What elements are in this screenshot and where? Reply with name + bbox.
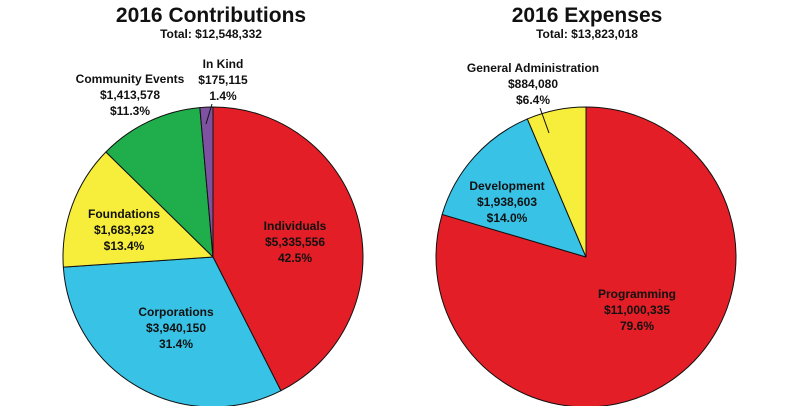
label-general-administration: General Administration $884,080 $6.4% [467, 61, 599, 134]
pie-slice-general-administration [526, 106, 587, 258]
label-community-events: Community Events $1,413,578 $11.3% [76, 72, 185, 118]
label-individuals-name: Individuals [264, 219, 327, 233]
pie-slice-corporations [62, 256, 282, 406]
pie-slice-development [441, 118, 587, 258]
label-community-events-name: Community Events [76, 72, 185, 86]
general-administration-leader-line [539, 107, 550, 134]
label-programming-amount: $11,000,335 [604, 303, 670, 317]
contributions-total: Total: $12,548,332 [160, 27, 262, 41]
label-community-events-amount: $1,413,578 [100, 88, 160, 102]
pie-slice-foundations [62, 151, 214, 268]
pie-slice-in-kind [199, 106, 214, 258]
in-kind-leader-line [205, 103, 213, 125]
label-community-events-percent: $11.3% [110, 104, 150, 118]
label-general-administration-amount: $884,080 [508, 77, 558, 91]
label-individuals-amount: $5,335,556 [265, 235, 325, 249]
label-in-kind-percent: 1.4% [209, 89, 237, 103]
label-foundations: Foundations $1,683,923 $13.4% [88, 207, 160, 253]
label-programming: Programming $11,000,335 79.6% [598, 287, 676, 333]
label-development: Development $1,938,603 $14.0% [469, 179, 544, 225]
label-foundations-percent: $13.4% [104, 239, 145, 253]
expenses-total: Total: $13,823,018 [536, 27, 638, 41]
expenses-title: 2016 Expenses [512, 4, 663, 27]
label-corporations-percent: 31.4% [159, 337, 193, 351]
label-in-kind-name: In Kind [203, 57, 244, 71]
label-foundations-amount: $1,683,923 [94, 223, 154, 237]
contributions-title: 2016 Contributions [116, 4, 306, 27]
label-development-percent: $14.0% [487, 211, 528, 225]
label-corporations: Corporations $3,940,150 31.4% [138, 305, 214, 351]
label-development-amount: $1,938,603 [477, 195, 537, 209]
label-programming-percent: 79.6% [620, 319, 654, 333]
label-foundations-name: Foundations [88, 207, 160, 221]
label-programming-name: Programming [598, 287, 676, 301]
expenses-pie [435, 106, 737, 406]
label-individuals-percent: 42.5% [278, 251, 312, 265]
label-general-administration-name: General Administration [467, 61, 599, 75]
label-corporations-name: Corporations [138, 305, 214, 319]
pie-slice-community-events [105, 107, 214, 258]
contributions-pie [62, 106, 364, 406]
label-general-administration-percent: $6.4% [516, 93, 550, 107]
contributions-chart: 2016 Contributions Total: $12,548,332 In… [62, 4, 364, 406]
expenses-chart: 2016 Expenses Total: $13,823,018 Program… [435, 4, 737, 406]
label-in-kind: In Kind $175,115 1.4% [198, 57, 248, 125]
pie-slice-individuals [212, 106, 364, 392]
label-development-name: Development [469, 179, 544, 193]
label-individuals: Individuals $5,335,556 42.5% [264, 219, 327, 265]
label-corporations-amount: $3,940,150 [146, 321, 206, 335]
label-in-kind-amount: $175,115 [198, 73, 248, 87]
